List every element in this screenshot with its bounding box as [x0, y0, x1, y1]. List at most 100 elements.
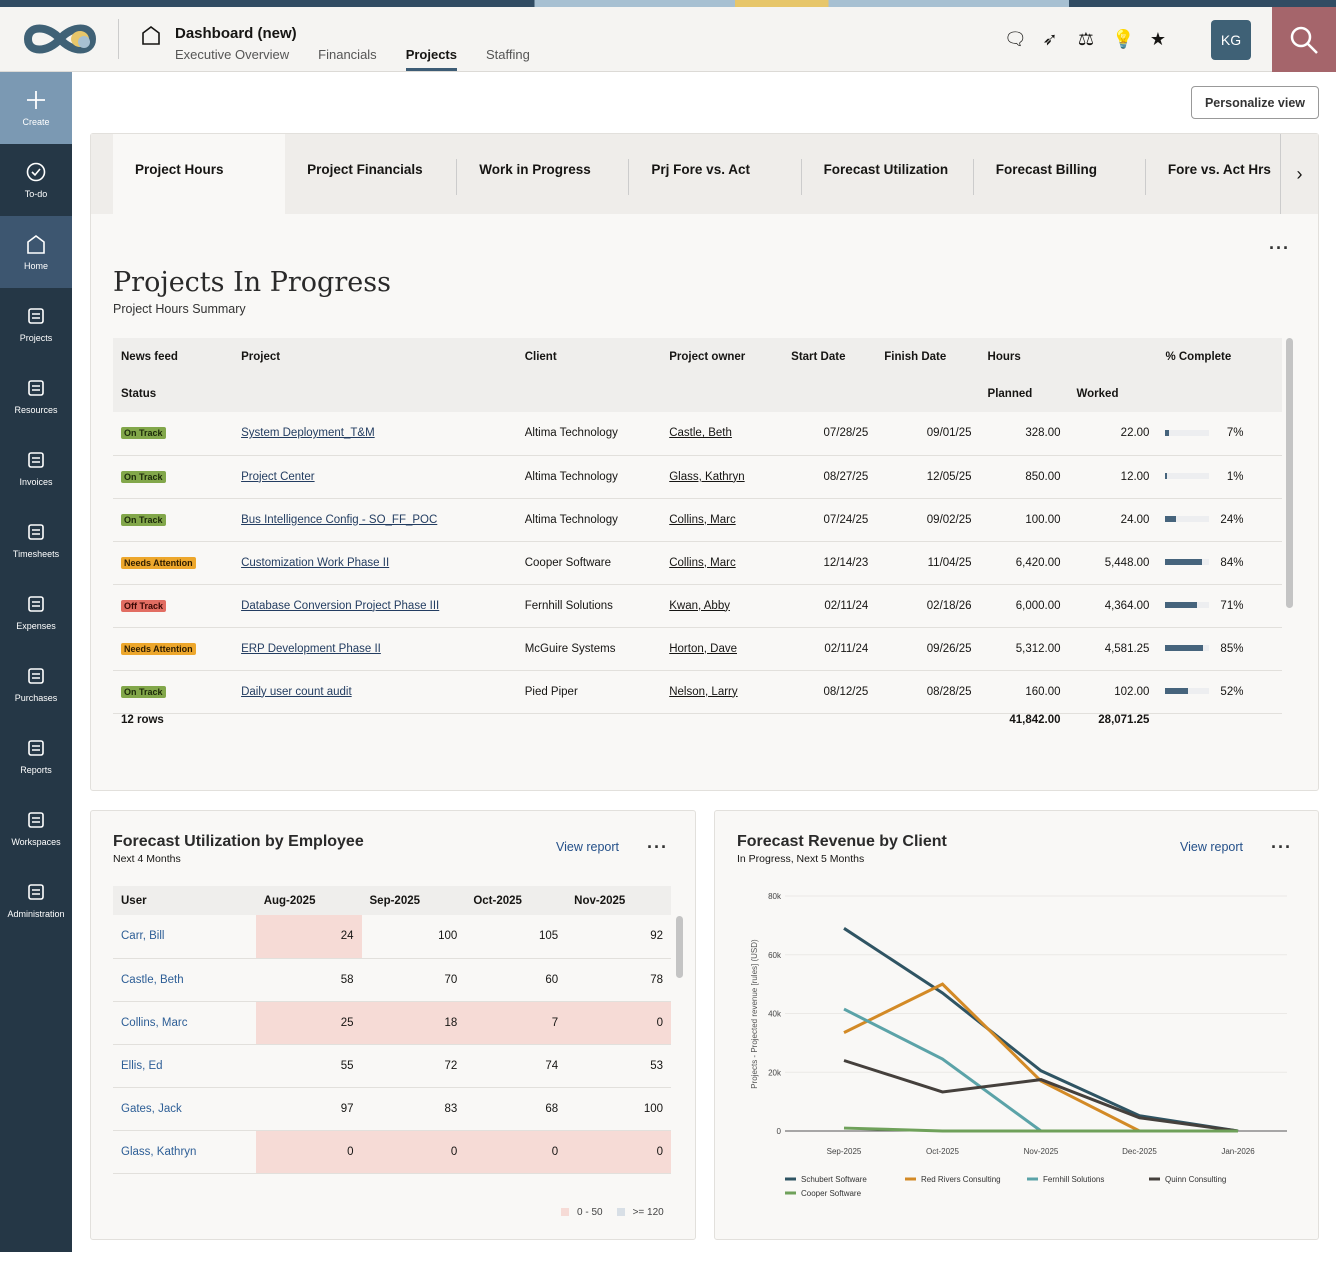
user-link[interactable]: Carr, Bill — [113, 915, 256, 959]
revenue-line-chart: 0 20k 40k 60k 80k Sep-2025 Oct-2025 Nov-2025 Dec… — [750, 892, 1287, 1198]
tab-projects[interactable]: Projects — [405, 47, 457, 71]
tab-project-financials[interactable]: Project Financials — [285, 134, 458, 214]
col-aug-2025[interactable]: Aug-2025 — [255, 886, 362, 915]
legend-low: 0 - 50 — [561, 1207, 603, 1218]
col-news[interactable]: News feed — [113, 338, 234, 375]
company-logo[interactable] — [22, 19, 98, 59]
legend-label[interactable]: Red Rivers Consulting — [921, 1175, 1001, 1184]
col-worked[interactable]: Worked — [1068, 375, 1158, 412]
series-line-cooper-software[interactable] — [843, 1126, 1238, 1133]
tab-project-hours[interactable]: Project Hours — [113, 134, 286, 214]
sidebar-item-expenses[interactable]: Expenses — [0, 576, 72, 648]
project-link[interactable]: Database Conversion Project Phase III — [241, 599, 440, 612]
col-user[interactable]: User — [113, 886, 256, 915]
lightbulb-icon[interactable]: 💡 — [1112, 29, 1135, 49]
sidebar-item-workspaces[interactable]: Workspaces — [0, 792, 72, 864]
user-link[interactable]: Ellis, Ed — [113, 1044, 256, 1088]
col-status[interactable]: Status — [113, 375, 234, 412]
legend-label[interactable]: Fernhill Solutions — [1043, 1175, 1104, 1184]
col-finish[interactable]: Finish Date — [876, 338, 980, 375]
owner-link[interactable]: Nelson, Larry — [669, 685, 738, 698]
sidebar-item-projects[interactable]: Projects — [0, 288, 72, 360]
col-sep-2025[interactable]: Sep-2025 — [361, 886, 466, 915]
owner-link[interactable]: Castle, Beth — [669, 427, 732, 440]
table-row[interactable]: Needs Attention ERP Development Phase II… — [113, 627, 1282, 671]
table-scrollbar[interactable] — [676, 916, 683, 978]
col-pct[interactable]: % Complete — [1157, 338, 1282, 375]
search-button[interactable] — [1272, 7, 1336, 72]
tab-forecast-utilization[interactable]: Forecast Utilization — [802, 134, 974, 214]
col-project[interactable]: Project — [233, 338, 517, 375]
sidebar-item-to-do[interactable]: To-do — [0, 144, 72, 216]
owner-link[interactable]: Horton, Dave — [669, 642, 737, 655]
table-row[interactable]: Needs Attention Customization Work Phase… — [113, 541, 1282, 585]
table-row: Collins, Marc 25 18 7 0 — [113, 1001, 671, 1045]
series-line-fernhill-solutions[interactable] — [843, 1007, 1042, 1133]
reports-icon — [28, 740, 44, 756]
tabs-next-button[interactable]: › — [1280, 134, 1318, 214]
col-planned[interactable]: Planned — [979, 375, 1069, 412]
project-link[interactable]: System Deployment_T&M — [241, 427, 375, 440]
view-report-link[interactable]: View report — [1180, 840, 1243, 854]
resources-icon — [28, 380, 44, 396]
scale-icon[interactable]: ⚖ — [1077, 29, 1095, 49]
tab-executive-overview[interactable]: Executive Overview — [175, 47, 290, 62]
series-line-quinn-consulting[interactable] — [843, 1059, 1239, 1133]
sidebar-item-invoices[interactable]: Invoices — [0, 432, 72, 504]
more-options-button[interactable]: ··· — [1271, 837, 1292, 857]
personalize-view-button[interactable]: Personalize view — [1191, 86, 1319, 119]
rocket-icon[interactable]: ➶ — [1042, 29, 1058, 49]
view-report-link[interactable]: View report — [556, 840, 619, 854]
project-link[interactable]: Project Center — [241, 470, 315, 483]
user-link[interactable]: Collins, Marc — [113, 1001, 256, 1045]
legend-label[interactable]: Schubert Software — [801, 1175, 867, 1184]
owner-link[interactable]: Collins, Marc — [669, 556, 736, 569]
owner-link[interactable]: Glass, Kathryn — [669, 470, 745, 483]
star-icon[interactable]: ★ — [1149, 29, 1167, 49]
user-link[interactable]: Gates, Jack — [113, 1087, 256, 1131]
tab-work-in-progress[interactable]: Work in Progress — [457, 134, 630, 214]
user-avatar[interactable]: KG — [1211, 20, 1251, 60]
project-link[interactable]: Daily user count audit — [241, 685, 352, 698]
tab-financials[interactable]: Financials — [318, 47, 377, 62]
tab-staffing[interactable]: Staffing — [486, 47, 530, 62]
owner-link[interactable]: Kwan, Abby — [669, 599, 730, 612]
col-oct-2025[interactable]: Oct-2025 — [465, 886, 567, 915]
sidebar-item-create[interactable]: Create — [0, 72, 72, 144]
sidebar-item-timesheets[interactable]: Timesheets — [0, 504, 72, 576]
sidebar-item-resources[interactable]: Resources — [0, 360, 72, 432]
table-scrollbar[interactable] — [1286, 338, 1293, 608]
series-line-schubert-software[interactable] — [843, 927, 1239, 1133]
table-row[interactable]: On Track System Deployment_T&M Altima Te… — [113, 412, 1282, 456]
more-options-button[interactable]: ··· — [647, 837, 668, 857]
sidebar-item-reports[interactable]: Reports — [0, 720, 72, 792]
table-row[interactable]: On Track Bus Intelligence Config - SO_FF… — [113, 498, 1282, 542]
table-row[interactable]: Off Track Database Conversion Project Ph… — [113, 584, 1282, 628]
col-owner[interactable]: Project owner — [661, 338, 784, 375]
col-nov-2025[interactable]: Nov-2025 — [566, 886, 671, 915]
table-row[interactable]: On Track Daily user count audit Pied Pip… — [113, 670, 1282, 714]
tab-forecast-billing[interactable]: Forecast Billing — [974, 134, 1146, 214]
more-options-button[interactable]: ··· — [1269, 238, 1290, 258]
sidebar-item-administration[interactable]: Administration — [0, 864, 72, 936]
status-badge: On Track — [121, 470, 166, 483]
chat-icon[interactable]: 🗨 — [1004, 29, 1027, 49]
utilization-table: User Aug-2025 Sep-2025 Oct-2025 Nov-2025 Car… — [113, 886, 671, 1174]
user-link[interactable]: Castle, Beth — [113, 958, 256, 1002]
series-line-red-rivers-consulting[interactable] — [843, 982, 1141, 1133]
legend-label[interactable]: Cooper Software — [801, 1189, 862, 1198]
sidebar-item-home[interactable]: Home — [0, 216, 72, 288]
tab-prj-fore-vs-act[interactable]: Prj Fore vs. Act — [629, 134, 802, 214]
legend-label[interactable]: Quinn Consulting — [1165, 1175, 1226, 1184]
sidebar-item-purchases[interactable]: Purchases — [0, 648, 72, 720]
project-link[interactable]: Customization Work Phase II — [241, 556, 390, 569]
home-icon[interactable] — [140, 24, 162, 46]
project-link[interactable]: Bus Intelligence Config - SO_FF_POC — [241, 513, 438, 526]
col-client[interactable]: Client — [516, 338, 662, 375]
table-row[interactable]: On Track Project Center Altima Technolog… — [113, 455, 1282, 499]
col-start[interactable]: Start Date — [783, 338, 877, 375]
user-link[interactable]: Glass, Kathryn — [113, 1130, 256, 1174]
owner-link[interactable]: Collins, Marc — [669, 513, 736, 526]
project-link[interactable]: ERP Development Phase II — [241, 642, 381, 655]
progress-bar — [1165, 688, 1210, 695]
